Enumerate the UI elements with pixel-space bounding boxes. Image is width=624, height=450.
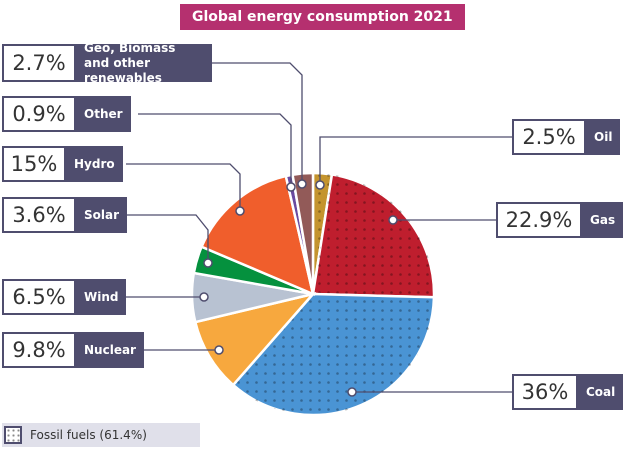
label-wind: 6.5% Wind: [2, 279, 127, 315]
label-name: Coal: [578, 374, 624, 410]
label-value: 0.9%: [2, 96, 76, 132]
slice-geo: [291, 171, 315, 295]
legend-label: Fossil fuels (61.4%): [30, 428, 147, 442]
label-solar: 3.6% Solar: [2, 197, 128, 233]
chart-title: Global energy consumption 2021: [180, 4, 465, 30]
dot-oil: [315, 180, 325, 190]
label-other: 0.9% Other: [2, 96, 131, 132]
dot-nuclear: [214, 345, 224, 355]
label-name: Geo, Biomass and other renewables: [76, 41, 212, 85]
slice-hydro: [199, 174, 315, 297]
label-value: 36%: [512, 374, 578, 410]
fossil-pattern: [313, 174, 435, 298]
dot-wind: [199, 292, 209, 302]
leader-oil: [319, 136, 512, 185]
label-name: Nuclear: [76, 332, 144, 368]
dot-coal: [347, 387, 357, 397]
dot-hydro: [235, 206, 245, 216]
label-value: 2.7%: [2, 44, 76, 82]
dot-solar: [203, 258, 213, 268]
legend: Fossil fuels (61.4%): [2, 423, 200, 447]
dot-other: [286, 182, 296, 192]
leader-hydro: [126, 163, 241, 211]
label-value: 3.6%: [2, 197, 76, 233]
label-coal: 36% Coal: [512, 374, 624, 410]
label-name: Solar: [76, 197, 128, 233]
leader-other: [138, 113, 292, 187]
label-value: 9.8%: [2, 332, 76, 368]
label-name: Hydro: [66, 146, 123, 182]
slice-nuclear: [193, 291, 317, 387]
dot-geo: [297, 179, 307, 189]
dot-gas: [388, 215, 398, 225]
label-gas: 22.9% Gas: [496, 202, 624, 238]
label-oil: 2.5% Oil: [512, 119, 621, 155]
label-name: Other: [76, 96, 131, 132]
label-value: 6.5%: [2, 279, 76, 315]
label-nuclear: 9.8% Nuclear: [2, 332, 144, 368]
label-name: Oil: [586, 119, 621, 155]
label-hydro: 15% Hydro: [2, 146, 123, 182]
fossil-pattern: [233, 294, 434, 416]
label-name: Wind: [76, 279, 127, 315]
label-value: 22.9%: [496, 202, 582, 238]
label-geo: 2.7% Geo, Biomass and other renewables: [2, 41, 212, 85]
label-value: 15%: [2, 146, 66, 182]
leader-solar: [126, 214, 209, 263]
label-name: Gas: [582, 202, 624, 238]
fossil-pattern-swatch: [4, 426, 22, 444]
label-value: 2.5%: [512, 119, 586, 155]
leader-geo: [210, 62, 303, 184]
